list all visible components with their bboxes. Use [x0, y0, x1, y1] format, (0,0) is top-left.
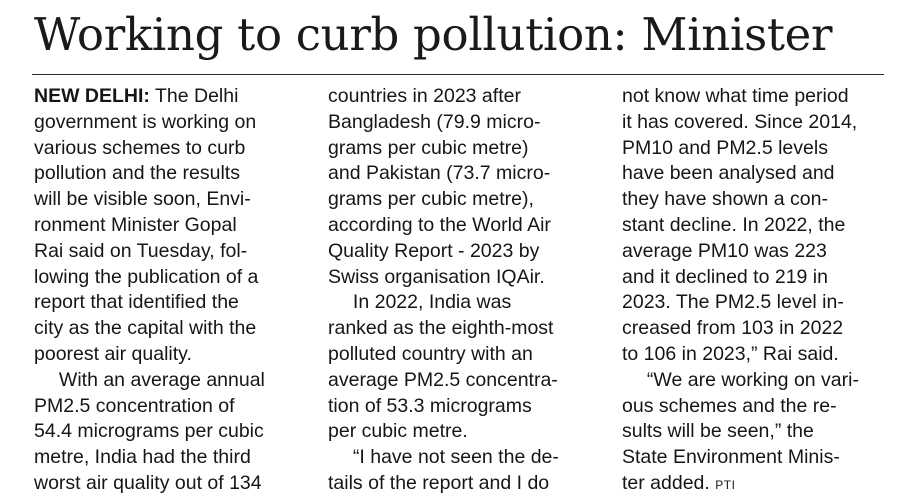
text-line: tion of 53.3 micrograms [328, 394, 532, 417]
text-line: pollution and the results [34, 162, 240, 185]
article-column-3: not know what time period it has covered… [622, 84, 890, 497]
text-line: ranked as the eighth-most [328, 317, 554, 340]
dateline: NEW DELHI: [34, 85, 150, 107]
text-line: various schemes to curb [34, 136, 246, 159]
text-line: NEW DELHI: The Delhi [34, 85, 239, 107]
text-line: government is working on [34, 110, 257, 133]
text-line: grams per cubic metre) [328, 136, 529, 159]
text-line: Bangladesh (79.9 micro- [328, 110, 541, 133]
text-line: metre, India had the third [34, 446, 251, 469]
text-line: they have shown a con- [622, 188, 828, 211]
text-line: With an average annual [34, 368, 265, 391]
text-line: “I have not seen the de- [328, 446, 559, 469]
text-line: creased from 103 in 2022 [622, 317, 844, 340]
text-line: ous schemes and the re- [622, 394, 837, 417]
text-line: Rai said on Tuesday, fol- [34, 239, 248, 262]
text-line: sults will be seen,” the [622, 420, 814, 443]
text-line: In 2022, India was [328, 291, 512, 314]
agency-credit: PTI [715, 477, 736, 492]
text-line: it has covered. Since 2014, [622, 110, 858, 133]
text-line: “We are working on vari- [622, 368, 859, 391]
text-line: average PM2.5 concentra- [328, 368, 558, 391]
text-line: to 106 in 2023,” Rai said. [622, 342, 839, 365]
text-line: and it declined to 219 in [622, 265, 828, 288]
text-line: per cubic metre. [328, 420, 468, 443]
text-line: according to the World Air [328, 213, 551, 236]
text-line: and Pakistan (73.7 micro- [328, 162, 551, 185]
text-line: grams per cubic metre), [328, 188, 534, 211]
article-column-2: countries in 2023 after Bangladesh (79.9… [328, 84, 596, 497]
headline-divider [32, 74, 884, 75]
text-line: countries in 2023 after [328, 85, 521, 107]
text-line: not know what time period [622, 85, 849, 107]
article-column-1: NEW DELHI: The Delhi government is worki… [34, 84, 302, 497]
text-line: worst air quality out of 134 [34, 471, 262, 494]
article-headline: Working to curb pollution: Minister [34, 8, 833, 61]
text-line: PM10 and PM2.5 levels [622, 136, 828, 159]
text-line: will be visible soon, Envi- [34, 188, 251, 211]
text-line: lowing the publication of a [34, 265, 259, 288]
text-line: State Environment Minis- [622, 446, 840, 469]
text-line: stant decline. In 2022, the [622, 213, 846, 236]
text-line: PM2.5 concentration of [34, 394, 235, 417]
text-line: 2023. The PM2.5 level in- [622, 291, 844, 314]
text-line: city as the capital with the [34, 317, 257, 340]
text-line: Quality Report - 2023 by [328, 239, 540, 262]
text-line: 54.4 micrograms per cubic [34, 420, 264, 443]
text-line: report that identified the [34, 291, 239, 314]
text-line: ter added. PTI [622, 471, 736, 494]
text-line: ronment Minister Gopal [34, 213, 237, 236]
text-line: Swiss organisation IQAir. [328, 265, 545, 288]
text-line: average PM10 was 223 [622, 239, 827, 262]
text-line: tails of the report and I do [328, 471, 550, 494]
text-line: polluted country with an [328, 342, 533, 365]
text-line: poorest air quality. [34, 342, 192, 365]
text-line: have been analysed and [622, 162, 835, 185]
